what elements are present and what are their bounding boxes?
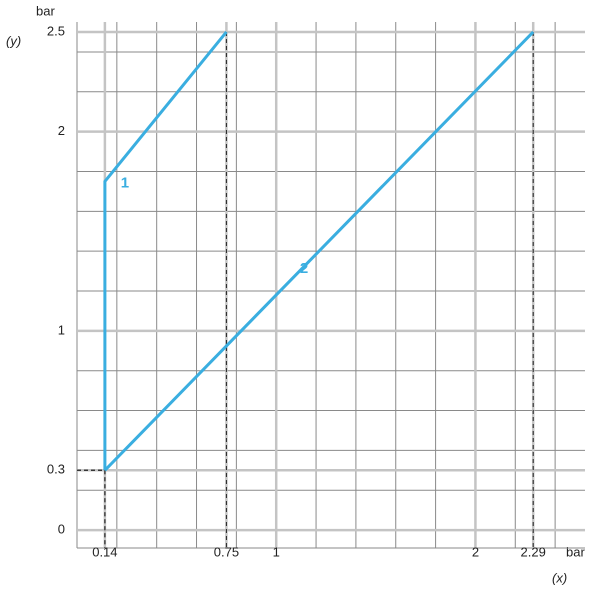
x-tick-label: 0.75 bbox=[214, 544, 239, 559]
y-tick-label: 0 bbox=[58, 522, 65, 537]
x-tick-label: 2.29 bbox=[521, 544, 546, 559]
series-label: 1 bbox=[121, 174, 129, 191]
x-axis-unit: bar bbox=[566, 544, 585, 559]
series-line bbox=[103, 31, 228, 471]
y-axis-label: (y) bbox=[6, 33, 21, 48]
x-tick-label: 0.14 bbox=[92, 544, 117, 559]
y-tick-label: 0.3 bbox=[47, 462, 65, 477]
x-tick-label: 2 bbox=[472, 544, 479, 559]
y-tick-label: 2.5 bbox=[47, 23, 65, 38]
y-axis-unit: bar bbox=[36, 3, 55, 18]
series-line bbox=[103, 30, 535, 472]
x-axis-label: (x) bbox=[552, 570, 567, 585]
y-tick-label: 2 bbox=[58, 123, 65, 138]
y-tick-label: 1 bbox=[58, 322, 65, 337]
x-tick-label: 1 bbox=[273, 544, 280, 559]
series-label: 2 bbox=[300, 260, 308, 277]
